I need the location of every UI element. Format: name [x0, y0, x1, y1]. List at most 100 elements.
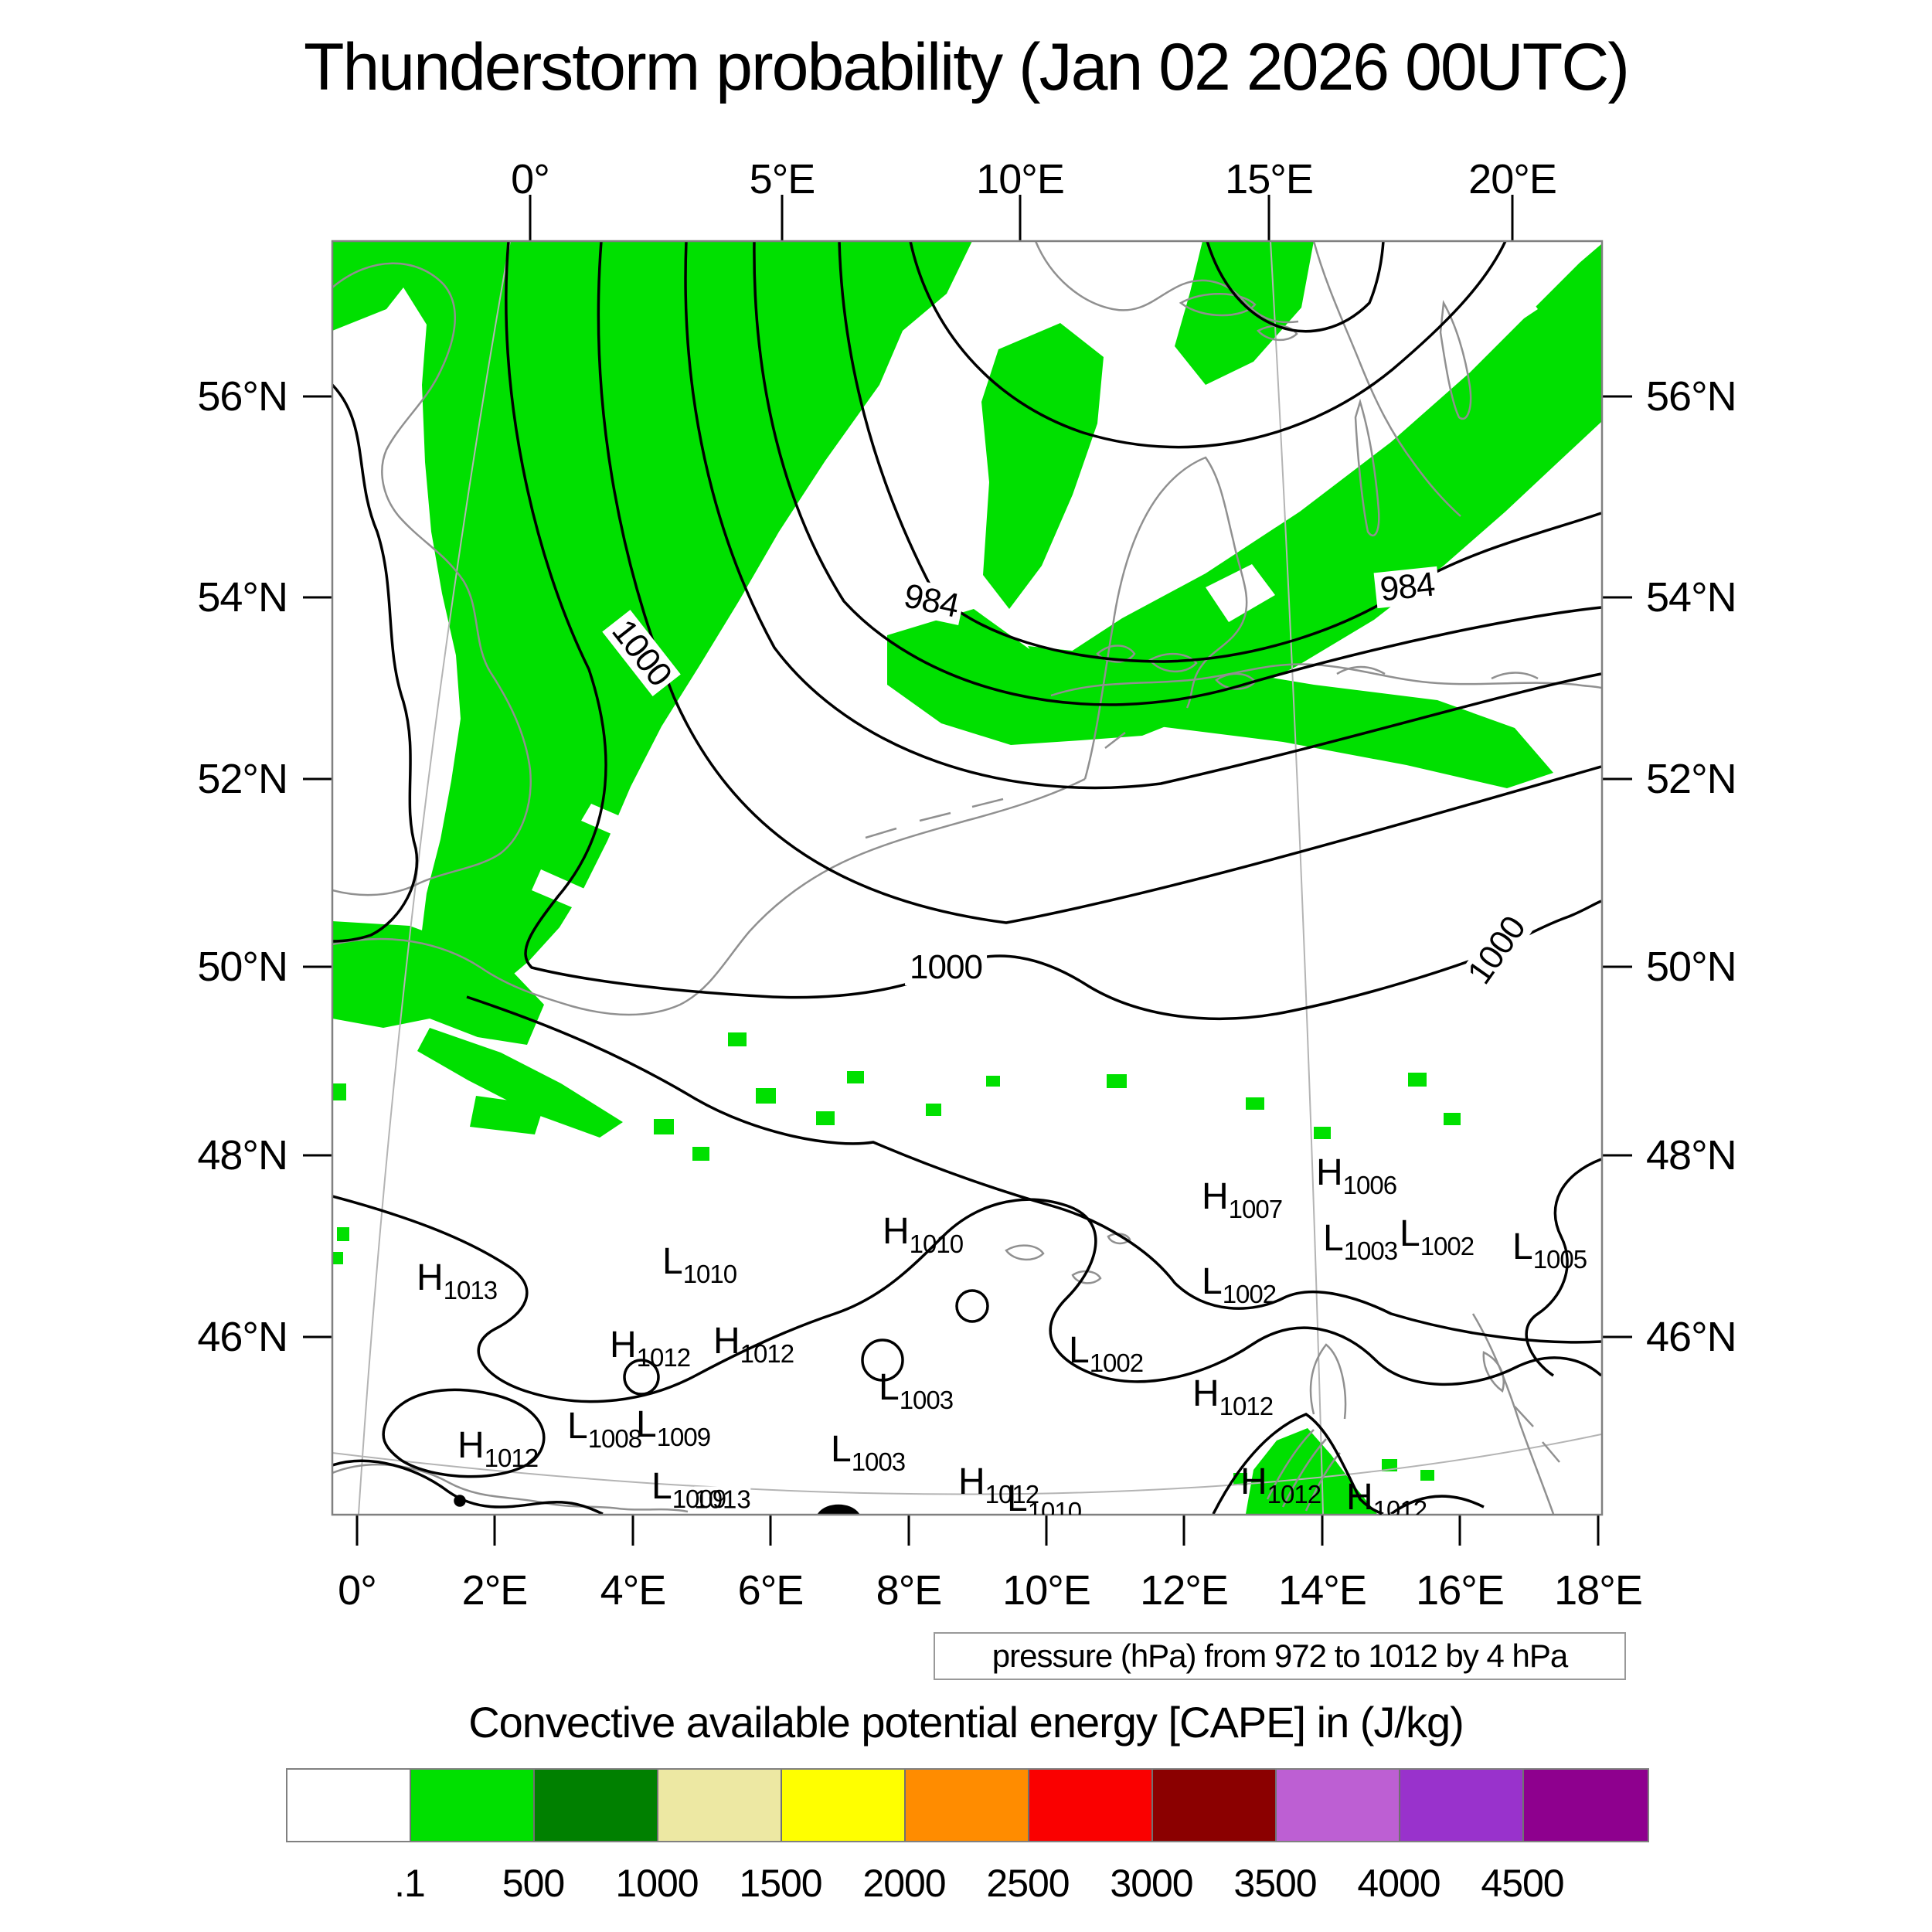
pressure-center: H1012 [958, 1461, 1039, 1509]
isobar-label: 1000 [1458, 906, 1536, 995]
coastline [1104, 732, 1126, 749]
isobar [753, 241, 1602, 706]
colorbar-cell [1277, 1770, 1400, 1841]
coastline [332, 1463, 689, 1513]
coastline [971, 798, 1004, 808]
isobar-label: 1013 [694, 1485, 751, 1514]
colorbar-cell [658, 1770, 782, 1841]
axis-label-left: 56°N [197, 373, 288, 420]
pressure-center: L1003 [879, 1367, 954, 1414]
axis-label-bottom: 12°E [1140, 1567, 1229, 1614]
coastline [1514, 1406, 1534, 1427]
colorbar-tick: 2500 [986, 1862, 1070, 1905]
pressure-center: L1002 [1202, 1261, 1277, 1308]
axis-label-right: 48°N [1646, 1132, 1737, 1179]
pressure-center: L1002 [1069, 1330, 1144, 1377]
cape-shading-layer [332, 241, 1601, 1514]
axis-label-bottom: 4°E [600, 1567, 667, 1614]
coastline [332, 777, 1086, 1016]
isobar [684, 241, 1602, 790]
coastline [1083, 456, 1248, 780]
cape-region [332, 921, 544, 1045]
axis-label-bottom: 0° [338, 1567, 377, 1614]
axis-label-bottom: 16°E [1416, 1567, 1505, 1614]
cape-region [332, 241, 972, 994]
colorbar-tick: 4000 [1357, 1862, 1440, 1905]
coastline-layer [332, 241, 1602, 1515]
axis-label-top: 15°E [1225, 156, 1314, 202]
coastline [1312, 241, 1461, 517]
colorbar-tick: 1500 [739, 1862, 822, 1905]
coastline [1179, 293, 1257, 317]
coastline [1096, 645, 1136, 663]
cape-region [1175, 241, 1314, 385]
axis-label-bottom: 18°E [1554, 1567, 1643, 1614]
isobar-layer [332, 241, 1602, 1515]
pressure-center: H1007 [1202, 1176, 1283, 1223]
pressure-center: L1010 [662, 1241, 737, 1288]
isobar [332, 383, 419, 943]
coastline [1266, 1429, 1315, 1500]
pressure-center: H1010 [883, 1211, 964, 1258]
coastline [1439, 300, 1472, 420]
isobar [1389, 1495, 1485, 1515]
colorbar-cell [1400, 1770, 1524, 1841]
colorbar-cell [1029, 1770, 1153, 1841]
axis-label-right: 46°N [1646, 1314, 1737, 1360]
pressure-center: L1010 [1007, 1478, 1082, 1515]
isobar-label: 1000 [905, 950, 987, 985]
pressure-center: L1009 [651, 1466, 726, 1513]
colorbar-tick: 500 [502, 1862, 565, 1905]
axis-label-top: 0° [511, 156, 550, 202]
pressure-center: L1003 [831, 1429, 906, 1476]
axis-label-right: 52°N [1646, 756, 1737, 802]
cape-region [417, 1028, 623, 1138]
axis-label-top: 20°E [1468, 156, 1557, 202]
colorbar [286, 1768, 1649, 1842]
axis-label-left: 46°N [197, 1314, 288, 1360]
pressure-center: H1012 [1240, 1461, 1321, 1509]
colorbar-cell [1153, 1770, 1277, 1841]
axis-ticks [303, 195, 1632, 1546]
isobar [838, 241, 1602, 663]
isobar [909, 241, 1507, 449]
map-border [331, 240, 1604, 1516]
colorbar-tick: 4500 [1481, 1862, 1564, 1905]
isobar [505, 241, 1602, 1020]
colorbar-tick: 2000 [862, 1862, 946, 1905]
isobar [1525, 1158, 1602, 1377]
isobar-label: 984 [1373, 565, 1441, 609]
coastline [1542, 1441, 1560, 1463]
axis-label-bottom: 14°E [1278, 1567, 1367, 1614]
colorbar-cell [411, 1770, 535, 1841]
cape-region [470, 1096, 544, 1134]
isobar-label: 984 [896, 577, 967, 626]
axis-label-bottom: 10°E [1002, 1567, 1091, 1614]
coastline [1309, 1343, 1347, 1420]
axis-label-left: 48°N [197, 1132, 288, 1179]
axis-label-left: 50°N [197, 944, 288, 990]
pressure-note: pressure (hPa) from 972 to 1012 by 4 hPa [934, 1632, 1626, 1680]
colorbar-title: Convective available potential energy [C… [468, 1698, 1464, 1747]
coastline [1034, 241, 1299, 324]
map-label-layer: 1000 984 984 1000 1000 1013 H1013 L1010 … [332, 241, 1602, 1515]
isobar [597, 241, 1602, 924]
pressure-center: H1012 [713, 1321, 794, 1368]
coastline [1071, 1270, 1102, 1284]
coastline [332, 262, 532, 896]
coastline [1471, 1313, 1555, 1515]
colorbar-cell [535, 1770, 658, 1841]
axis-label-top: 5°E [749, 156, 816, 202]
pressure-center: H1012 [1346, 1477, 1427, 1515]
pressure-center: H1012 [610, 1325, 691, 1372]
pressure-center: H1012 [457, 1425, 539, 1472]
coastline [1050, 663, 1602, 697]
coastline [1336, 665, 1386, 675]
isobar [466, 995, 1602, 1344]
colorbar-cell [782, 1770, 906, 1841]
isobar [332, 1195, 1602, 1403]
coastline [1304, 1452, 1341, 1512]
axis-label-left: 54°N [197, 574, 288, 621]
